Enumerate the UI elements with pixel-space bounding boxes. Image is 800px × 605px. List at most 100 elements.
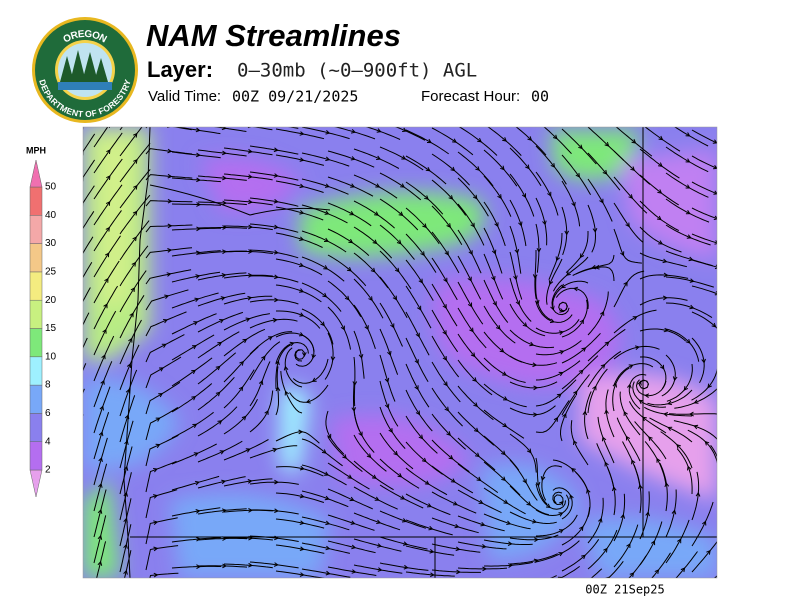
stream-arrow	[548, 280, 554, 286]
stream-arrow	[311, 353, 316, 359]
streamline	[171, 203, 222, 206]
streamline	[68, 518, 80, 565]
streamline	[379, 328, 399, 375]
streamline	[718, 128, 764, 145]
streamline	[665, 198, 710, 223]
streamline	[145, 224, 193, 233]
streamline	[301, 568, 351, 578]
stream-arrow	[128, 337, 133, 343]
stream-arrow	[261, 355, 266, 361]
stream-arrow	[579, 319, 584, 325]
stream-arrow	[274, 479, 279, 485]
stream-arrow	[667, 426, 673, 431]
streamline	[83, 236, 94, 254]
streamline	[691, 471, 700, 521]
stream-arrow	[501, 450, 506, 456]
stream-arrow	[273, 199, 279, 204]
streamline	[145, 200, 193, 207]
stream-arrow	[167, 173, 173, 179]
stream-arrow	[247, 127, 252, 129]
streamline	[119, 194, 151, 235]
streamline	[431, 153, 470, 186]
stream-arrow	[625, 435, 631, 441]
streamline	[171, 565, 221, 569]
streamline	[457, 281, 484, 325]
stream-arrow	[299, 572, 305, 577]
streamline	[224, 590, 273, 595]
stream-arrow	[133, 184, 138, 190]
streamline	[275, 518, 325, 529]
streamline	[379, 510, 426, 529]
legend-swatch	[29, 328, 43, 358]
streamline	[197, 476, 246, 489]
streamline	[457, 359, 493, 396]
streamline	[406, 598, 455, 599]
stream-arrow	[645, 511, 650, 517]
stream-arrow	[470, 222, 475, 228]
streamline	[223, 537, 273, 541]
streamline	[668, 413, 717, 415]
streamline	[379, 458, 420, 489]
streamline	[691, 155, 717, 169]
streamline	[483, 513, 531, 530]
stream-arrow	[425, 166, 431, 172]
stream-arrow	[195, 152, 201, 158]
streamline	[665, 302, 713, 319]
streamline	[665, 172, 709, 198]
stream-arrow	[418, 434, 424, 440]
streamline	[275, 128, 325, 140]
stream-arrow	[603, 547, 608, 553]
streamline	[223, 250, 273, 254]
forecast-value: 00	[531, 88, 549, 106]
streamline	[616, 417, 641, 462]
streamline	[691, 368, 717, 401]
stream-arrow	[326, 596, 330, 600]
stream-arrow	[273, 224, 279, 230]
stream-arrow	[100, 379, 105, 385]
stream-arrow	[349, 496, 355, 502]
streamline	[691, 233, 717, 244]
stream-arrow	[564, 230, 570, 236]
stream-arrow	[527, 136, 533, 141]
stream-arrow	[688, 411, 694, 417]
streamline	[660, 431, 693, 469]
stream-arrow	[591, 264, 597, 270]
stream-arrow	[628, 194, 633, 199]
stream-arrow	[132, 236, 137, 242]
stream-arrow	[702, 520, 707, 526]
streamline	[509, 459, 538, 501]
streamline	[431, 413, 467, 450]
stream-arrow	[323, 265, 329, 270]
stream-arrow	[612, 382, 617, 388]
stream-arrow	[352, 381, 358, 387]
streamline	[119, 245, 149, 287]
streamline	[405, 467, 448, 496]
stream-arrow	[741, 211, 745, 215]
streamline	[171, 475, 220, 491]
stream-arrow	[713, 190, 717, 195]
stream-arrow	[491, 249, 497, 255]
stream-arrow	[79, 229, 83, 233]
streamline	[535, 223, 540, 273]
stream-arrow	[129, 312, 134, 318]
stream-arrow	[402, 127, 408, 132]
streamline	[83, 287, 91, 303]
streamline	[145, 545, 179, 571]
streamline	[535, 197, 548, 246]
streamline	[119, 420, 134, 469]
stream-arrow	[599, 198, 604, 204]
streamline	[197, 376, 235, 411]
stream-arrow	[164, 294, 170, 300]
stream-arrow	[222, 591, 226, 595]
stream-arrow	[454, 523, 460, 529]
stream-arrow	[350, 520, 356, 525]
streamline	[405, 285, 432, 329]
stream-arrow	[532, 519, 538, 524]
streamline	[119, 220, 150, 261]
streamline	[171, 177, 221, 183]
streamline	[718, 569, 759, 596]
stream-arrow	[685, 210, 691, 215]
streamline	[197, 201, 247, 206]
streamline	[327, 306, 351, 350]
streamline	[353, 538, 402, 552]
